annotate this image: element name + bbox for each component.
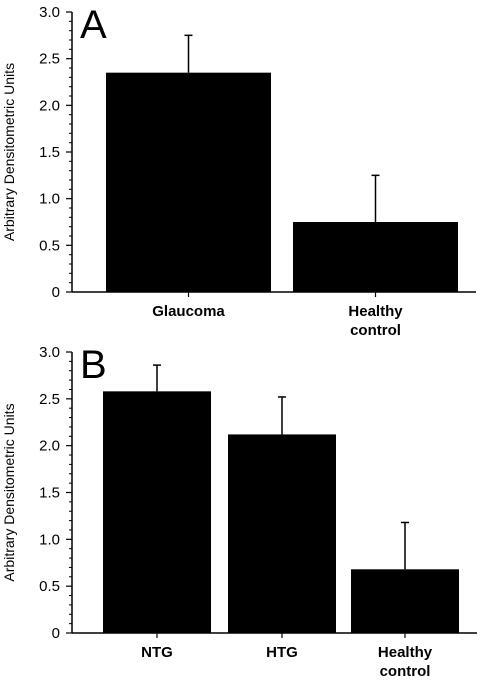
y-tick-label: 1.0 xyxy=(39,531,60,548)
y-tick-label: 2.0 xyxy=(39,97,60,114)
y-tick-label: 1.5 xyxy=(39,485,60,502)
panel-letter: A xyxy=(80,3,107,47)
y-axis-label: Arbitrary Densitometric Units xyxy=(1,403,17,581)
y-tick-label: 0 xyxy=(52,625,60,642)
y-tick-label: 2.0 xyxy=(39,438,60,455)
y-tick-label: 0.5 xyxy=(39,578,60,595)
category-label: Healthy control xyxy=(348,303,403,339)
y-tick-label: 2.5 xyxy=(39,51,60,68)
bar xyxy=(228,434,336,633)
bar xyxy=(103,391,211,633)
category-label: Healthy control xyxy=(378,644,433,680)
panel-a: 0 0.5 1.0 1.5 2.0 2.5 3.0 Glaucoma Healthy contro… xyxy=(1,3,476,339)
y-tick-label: 0.5 xyxy=(39,237,60,254)
bar xyxy=(106,72,271,293)
y-tick-label: 1.0 xyxy=(39,191,60,208)
bar xyxy=(293,222,458,292)
y-tick-label: 0 xyxy=(52,284,60,301)
bar xyxy=(351,569,459,633)
category-label: HTG xyxy=(266,644,298,661)
panel-b: 0 0.5 1.0 1.5 2.0 2.5 3.0 NTG HTG Healthy control B… xyxy=(1,343,477,680)
y-tick-label: 2.5 xyxy=(39,391,60,408)
y-axis-label: Arbitrary Densitometric Units xyxy=(1,63,17,241)
y-tick-label: 3.0 xyxy=(39,344,60,361)
y-tick-label: 1.5 xyxy=(39,144,60,161)
panel-letter: B xyxy=(80,343,107,387)
category-label: NTG xyxy=(141,644,173,661)
category-label: Glaucoma xyxy=(152,303,225,320)
y-tick-label: 3.0 xyxy=(39,4,60,21)
